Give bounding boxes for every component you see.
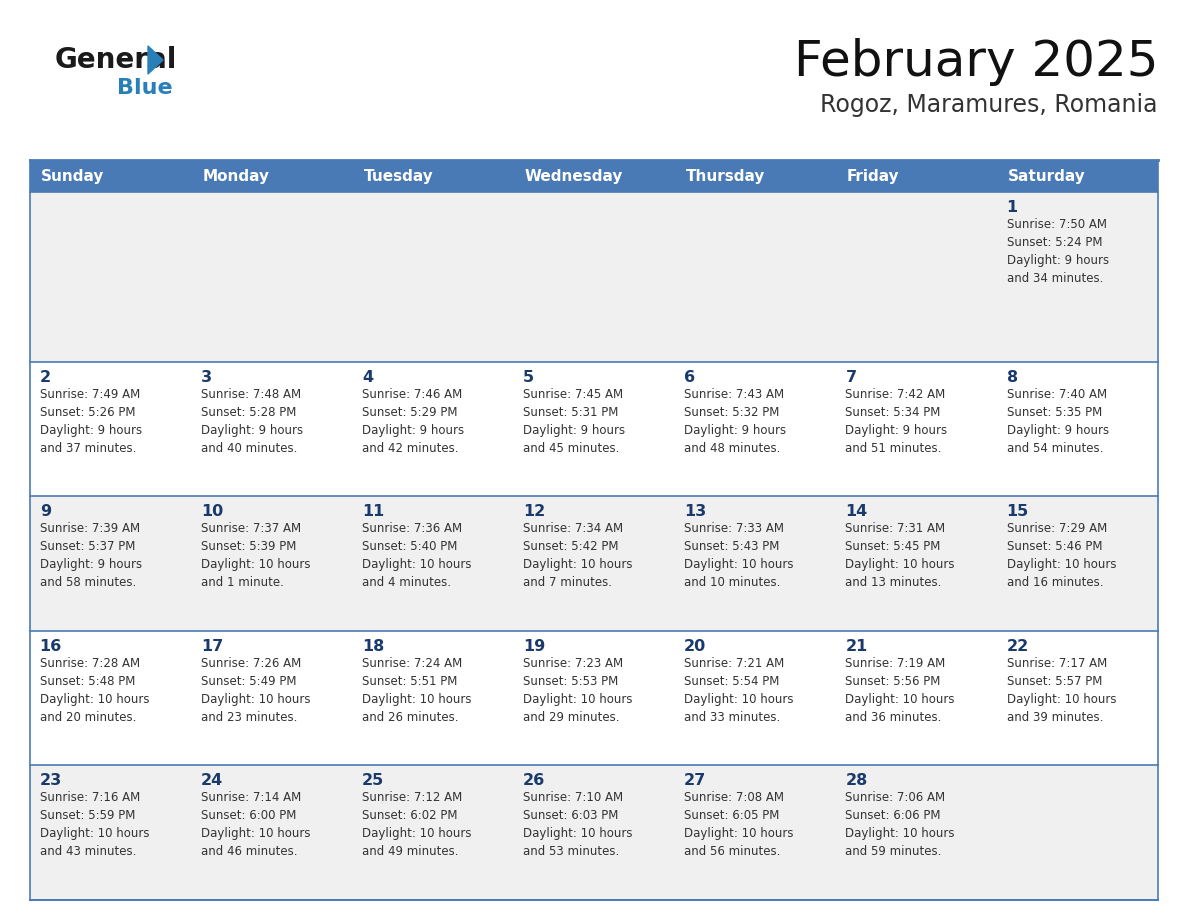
Text: Sunrise: 7:24 AM
Sunset: 5:51 PM
Daylight: 10 hours
and 26 minutes.: Sunrise: 7:24 AM Sunset: 5:51 PM Dayligh… bbox=[362, 657, 472, 724]
Text: Sunrise: 7:37 AM
Sunset: 5:39 PM
Daylight: 10 hours
and 1 minute.: Sunrise: 7:37 AM Sunset: 5:39 PM Dayligh… bbox=[201, 522, 310, 589]
Text: Rogoz, Maramures, Romania: Rogoz, Maramures, Romania bbox=[821, 93, 1158, 117]
Text: Sunrise: 7:14 AM
Sunset: 6:00 PM
Daylight: 10 hours
and 46 minutes.: Sunrise: 7:14 AM Sunset: 6:00 PM Dayligh… bbox=[201, 791, 310, 858]
Text: Sunrise: 7:33 AM
Sunset: 5:43 PM
Daylight: 10 hours
and 10 minutes.: Sunrise: 7:33 AM Sunset: 5:43 PM Dayligh… bbox=[684, 522, 794, 589]
Text: Saturday: Saturday bbox=[1009, 169, 1086, 184]
Text: 1: 1 bbox=[1006, 200, 1018, 215]
Bar bbox=[513, 160, 675, 192]
Text: 8: 8 bbox=[1006, 370, 1018, 385]
Text: Sunrise: 7:50 AM
Sunset: 5:24 PM
Daylight: 9 hours
and 34 minutes.: Sunrise: 7:50 AM Sunset: 5:24 PM Dayligh… bbox=[1006, 218, 1108, 285]
Text: Sunrise: 7:28 AM
Sunset: 5:48 PM
Daylight: 10 hours
and 20 minutes.: Sunrise: 7:28 AM Sunset: 5:48 PM Dayligh… bbox=[39, 657, 150, 724]
Bar bbox=[30, 160, 191, 192]
Bar bbox=[675, 160, 835, 192]
Text: Sunrise: 7:17 AM
Sunset: 5:57 PM
Daylight: 10 hours
and 39 minutes.: Sunrise: 7:17 AM Sunset: 5:57 PM Dayligh… bbox=[1006, 657, 1116, 724]
Text: 21: 21 bbox=[846, 639, 867, 654]
Text: 15: 15 bbox=[1006, 504, 1029, 520]
Text: Sunrise: 7:36 AM
Sunset: 5:40 PM
Daylight: 10 hours
and 4 minutes.: Sunrise: 7:36 AM Sunset: 5:40 PM Dayligh… bbox=[362, 522, 472, 589]
Text: Friday: Friday bbox=[847, 169, 899, 184]
Text: 25: 25 bbox=[362, 774, 384, 789]
Text: Sunrise: 7:06 AM
Sunset: 6:06 PM
Daylight: 10 hours
and 59 minutes.: Sunrise: 7:06 AM Sunset: 6:06 PM Dayligh… bbox=[846, 791, 955, 858]
Text: Sunrise: 7:45 AM
Sunset: 5:31 PM
Daylight: 9 hours
and 45 minutes.: Sunrise: 7:45 AM Sunset: 5:31 PM Dayligh… bbox=[523, 388, 625, 455]
Bar bbox=[30, 192, 1158, 362]
Text: 13: 13 bbox=[684, 504, 707, 520]
Text: 19: 19 bbox=[523, 639, 545, 654]
Text: 2: 2 bbox=[39, 370, 51, 385]
Bar bbox=[997, 160, 1158, 192]
Text: 12: 12 bbox=[523, 504, 545, 520]
Text: Sunrise: 7:10 AM
Sunset: 6:03 PM
Daylight: 10 hours
and 53 minutes.: Sunrise: 7:10 AM Sunset: 6:03 PM Dayligh… bbox=[523, 791, 632, 858]
Text: Monday: Monday bbox=[202, 169, 270, 184]
Text: Sunrise: 7:08 AM
Sunset: 6:05 PM
Daylight: 10 hours
and 56 minutes.: Sunrise: 7:08 AM Sunset: 6:05 PM Dayligh… bbox=[684, 791, 794, 858]
Text: 14: 14 bbox=[846, 504, 867, 520]
Text: 23: 23 bbox=[39, 774, 62, 789]
Text: 6: 6 bbox=[684, 370, 695, 385]
Text: 18: 18 bbox=[362, 639, 384, 654]
Text: Sunday: Sunday bbox=[42, 169, 105, 184]
Text: 3: 3 bbox=[201, 370, 211, 385]
Text: Sunrise: 7:40 AM
Sunset: 5:35 PM
Daylight: 9 hours
and 54 minutes.: Sunrise: 7:40 AM Sunset: 5:35 PM Dayligh… bbox=[1006, 388, 1108, 455]
Text: 24: 24 bbox=[201, 774, 223, 789]
Text: Sunrise: 7:21 AM
Sunset: 5:54 PM
Daylight: 10 hours
and 33 minutes.: Sunrise: 7:21 AM Sunset: 5:54 PM Dayligh… bbox=[684, 657, 794, 724]
Text: 9: 9 bbox=[39, 504, 51, 520]
Text: Thursday: Thursday bbox=[685, 169, 765, 184]
Polygon shape bbox=[148, 46, 163, 74]
Bar bbox=[30, 631, 1158, 766]
Text: Sunrise: 7:48 AM
Sunset: 5:28 PM
Daylight: 9 hours
and 40 minutes.: Sunrise: 7:48 AM Sunset: 5:28 PM Dayligh… bbox=[201, 388, 303, 455]
Text: 7: 7 bbox=[846, 370, 857, 385]
Text: Sunrise: 7:49 AM
Sunset: 5:26 PM
Daylight: 9 hours
and 37 minutes.: Sunrise: 7:49 AM Sunset: 5:26 PM Dayligh… bbox=[39, 388, 141, 455]
Text: 27: 27 bbox=[684, 774, 707, 789]
Bar bbox=[30, 497, 1158, 631]
Text: 16: 16 bbox=[39, 639, 62, 654]
Text: February 2025: February 2025 bbox=[794, 38, 1158, 86]
Text: Wednesday: Wednesday bbox=[525, 169, 623, 184]
Text: 4: 4 bbox=[362, 370, 373, 385]
Text: 28: 28 bbox=[846, 774, 867, 789]
Text: Sunrise: 7:39 AM
Sunset: 5:37 PM
Daylight: 9 hours
and 58 minutes.: Sunrise: 7:39 AM Sunset: 5:37 PM Dayligh… bbox=[39, 522, 141, 589]
Text: Sunrise: 7:31 AM
Sunset: 5:45 PM
Daylight: 10 hours
and 13 minutes.: Sunrise: 7:31 AM Sunset: 5:45 PM Dayligh… bbox=[846, 522, 955, 589]
Text: 5: 5 bbox=[523, 370, 535, 385]
Bar bbox=[835, 160, 997, 192]
Text: 10: 10 bbox=[201, 504, 223, 520]
Text: 22: 22 bbox=[1006, 639, 1029, 654]
Text: Sunrise: 7:34 AM
Sunset: 5:42 PM
Daylight: 10 hours
and 7 minutes.: Sunrise: 7:34 AM Sunset: 5:42 PM Dayligh… bbox=[523, 522, 632, 589]
Text: 20: 20 bbox=[684, 639, 707, 654]
Text: Sunrise: 7:42 AM
Sunset: 5:34 PM
Daylight: 9 hours
and 51 minutes.: Sunrise: 7:42 AM Sunset: 5:34 PM Dayligh… bbox=[846, 388, 948, 455]
Text: Sunrise: 7:46 AM
Sunset: 5:29 PM
Daylight: 9 hours
and 42 minutes.: Sunrise: 7:46 AM Sunset: 5:29 PM Dayligh… bbox=[362, 388, 465, 455]
Text: General: General bbox=[55, 46, 177, 74]
Text: Tuesday: Tuesday bbox=[364, 169, 434, 184]
Text: Sunrise: 7:12 AM
Sunset: 6:02 PM
Daylight: 10 hours
and 49 minutes.: Sunrise: 7:12 AM Sunset: 6:02 PM Dayligh… bbox=[362, 791, 472, 858]
Text: Blue: Blue bbox=[116, 78, 172, 98]
Text: Sunrise: 7:26 AM
Sunset: 5:49 PM
Daylight: 10 hours
and 23 minutes.: Sunrise: 7:26 AM Sunset: 5:49 PM Dayligh… bbox=[201, 657, 310, 724]
Text: 26: 26 bbox=[523, 774, 545, 789]
Text: Sunrise: 7:29 AM
Sunset: 5:46 PM
Daylight: 10 hours
and 16 minutes.: Sunrise: 7:29 AM Sunset: 5:46 PM Dayligh… bbox=[1006, 522, 1116, 589]
Text: 11: 11 bbox=[362, 504, 384, 520]
Text: Sunrise: 7:43 AM
Sunset: 5:32 PM
Daylight: 9 hours
and 48 minutes.: Sunrise: 7:43 AM Sunset: 5:32 PM Dayligh… bbox=[684, 388, 786, 455]
Text: 17: 17 bbox=[201, 639, 223, 654]
Bar bbox=[191, 160, 353, 192]
Bar bbox=[30, 766, 1158, 900]
Text: Sunrise: 7:23 AM
Sunset: 5:53 PM
Daylight: 10 hours
and 29 minutes.: Sunrise: 7:23 AM Sunset: 5:53 PM Dayligh… bbox=[523, 657, 632, 724]
Text: Sunrise: 7:16 AM
Sunset: 5:59 PM
Daylight: 10 hours
and 43 minutes.: Sunrise: 7:16 AM Sunset: 5:59 PM Dayligh… bbox=[39, 791, 150, 858]
Bar bbox=[353, 160, 513, 192]
Text: Sunrise: 7:19 AM
Sunset: 5:56 PM
Daylight: 10 hours
and 36 minutes.: Sunrise: 7:19 AM Sunset: 5:56 PM Dayligh… bbox=[846, 657, 955, 724]
Bar bbox=[30, 362, 1158, 497]
